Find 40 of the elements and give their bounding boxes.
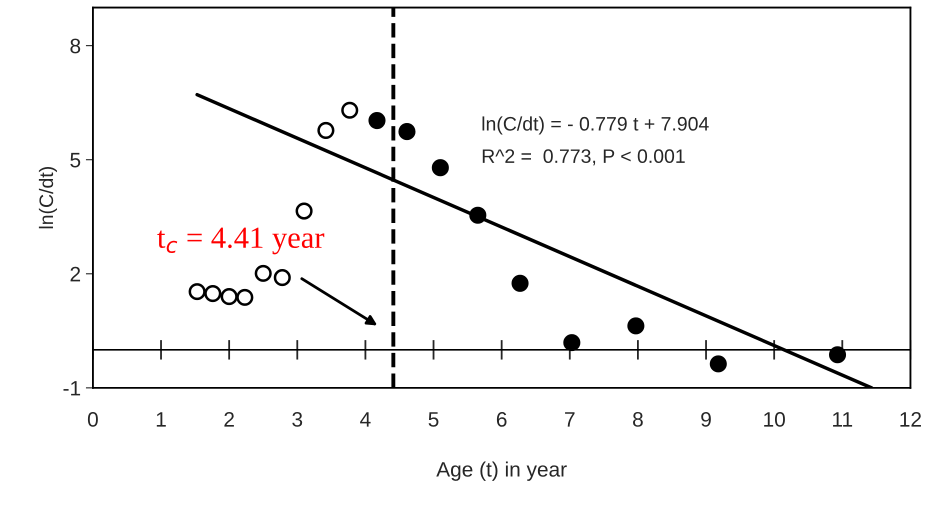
x-tick-label: 7 bbox=[565, 412, 575, 427]
annotation: ln(C/dt) = - 0.779 t + 7.904 bbox=[482, 116, 709, 135]
y-tick-label: 8 bbox=[70, 38, 80, 54]
point bbox=[563, 334, 580, 352]
x-tick-label: 2 bbox=[224, 412, 234, 427]
x-tick-label: 6 bbox=[496, 412, 507, 427]
x-tick-label: 9 bbox=[701, 412, 711, 427]
point bbox=[432, 159, 449, 176]
point bbox=[296, 202, 313, 220]
annotation: R^2 = 0.773, P < 0.001 bbox=[482, 149, 685, 166]
point bbox=[469, 206, 486, 224]
x-axis-title: Age (t) in year bbox=[436, 461, 567, 481]
point bbox=[188, 283, 206, 300]
point bbox=[828, 346, 846, 364]
y-tick-label: 2 bbox=[70, 266, 80, 282]
point bbox=[368, 112, 386, 130]
x-tick-label: 3 bbox=[292, 412, 302, 427]
ref-line-label: t$_{c}$ = 4.41 year bbox=[157, 228, 324, 254]
x-tick-label: 5 bbox=[428, 412, 438, 427]
y-axis-title: ln(C/dt) bbox=[38, 167, 58, 228]
x-tick-label: 10 bbox=[764, 412, 785, 427]
x-tick-label: 11 bbox=[833, 412, 852, 427]
y-tick-label: 5 bbox=[70, 152, 80, 168]
point bbox=[317, 122, 334, 139]
point bbox=[710, 355, 727, 372]
x-tick-label: 12 bbox=[900, 412, 921, 427]
point bbox=[398, 123, 416, 140]
x-tick-label: 1 bbox=[156, 412, 166, 427]
x-tick-label: 8 bbox=[633, 412, 643, 427]
point bbox=[341, 102, 358, 119]
point bbox=[274, 269, 291, 286]
point bbox=[220, 288, 238, 306]
y-tick-label: -1 bbox=[63, 381, 80, 396]
point bbox=[512, 274, 529, 292]
point bbox=[254, 264, 272, 282]
point bbox=[236, 288, 254, 306]
x-tick-label: 4 bbox=[360, 412, 371, 427]
point bbox=[204, 285, 222, 302]
x-tick-label: 0 bbox=[88, 412, 98, 427]
point bbox=[627, 317, 644, 334]
